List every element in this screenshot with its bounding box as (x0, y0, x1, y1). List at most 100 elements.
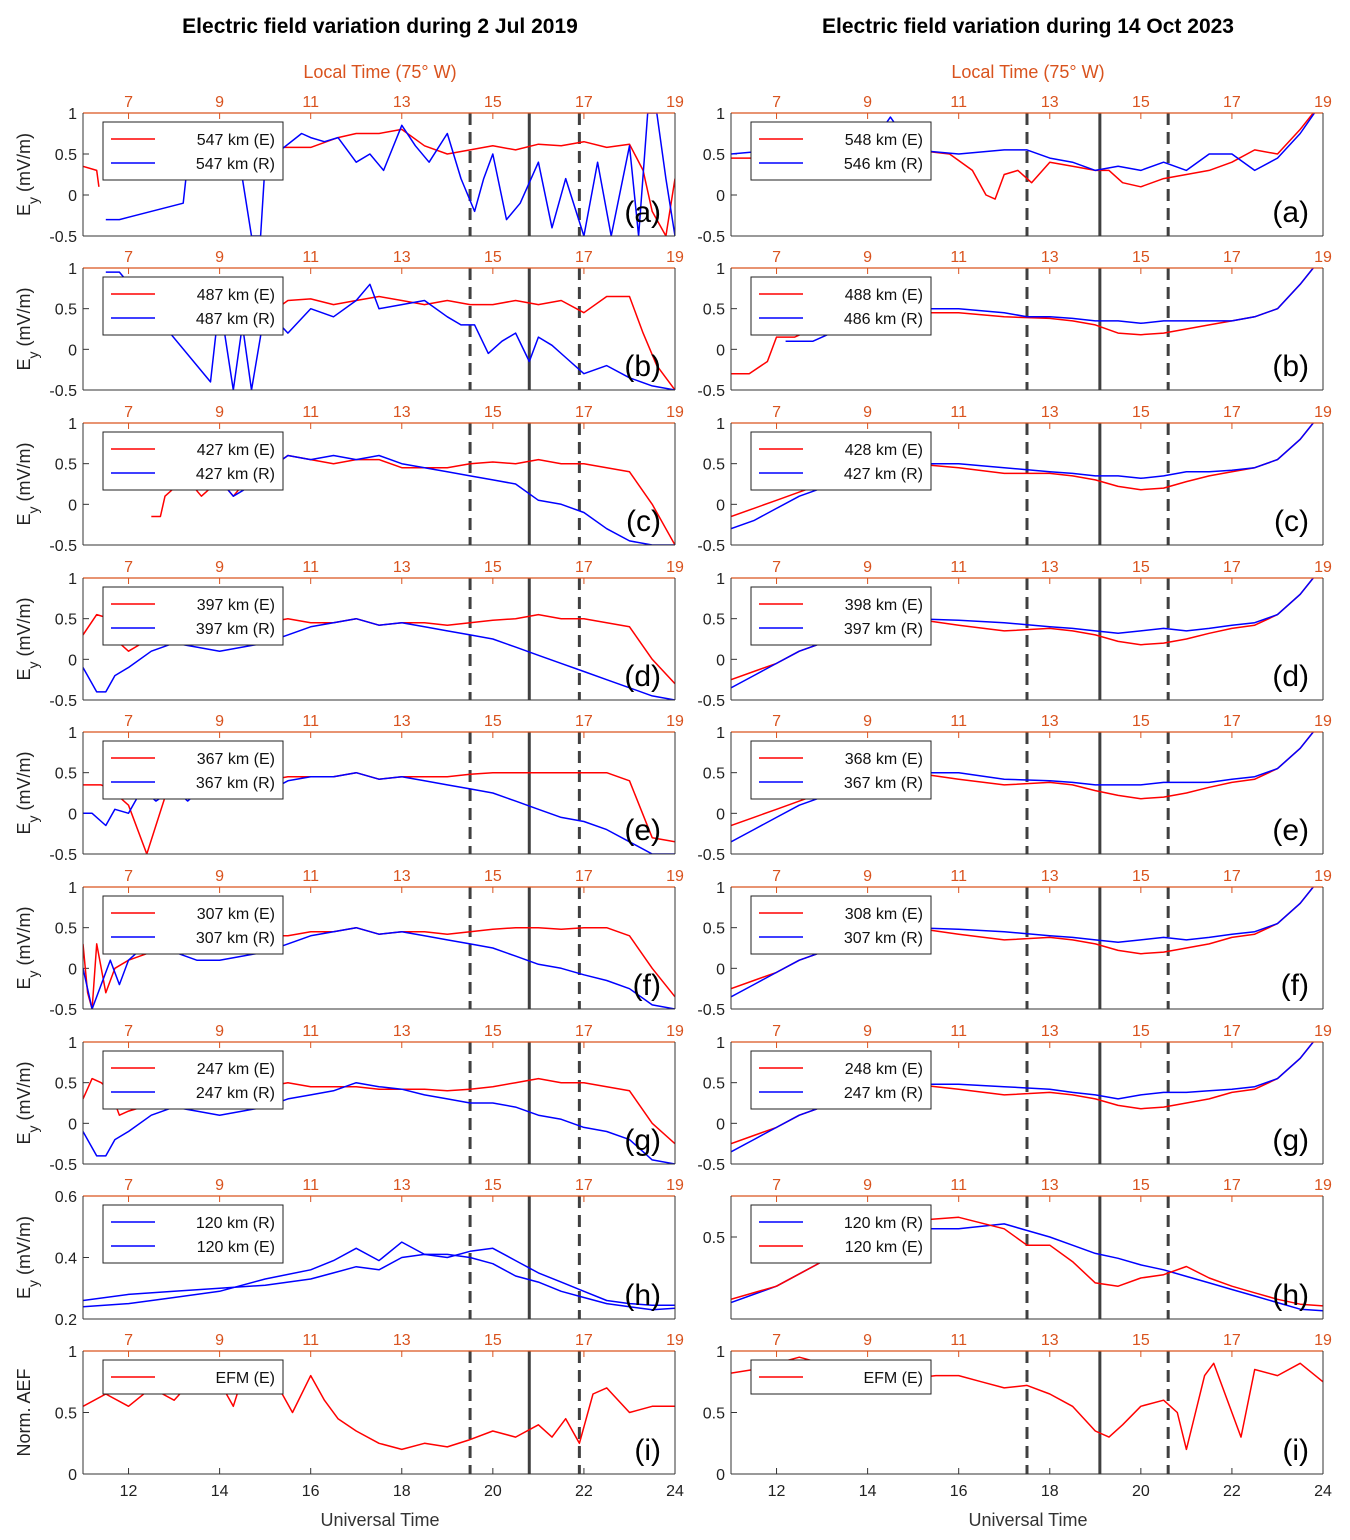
panel-d-right-lt-label-1: 9 (863, 559, 872, 576)
panel-h-left-panel-letter: (h) (624, 1279, 661, 1312)
panel-c-left-lt-label-4: 15 (484, 404, 502, 421)
panel-h-left-ytick-label-2: 0.6 (55, 1189, 77, 1206)
panel-b-left-lt-label-5: 17 (575, 249, 593, 266)
panel-g-left-lt-label-3: 13 (393, 1023, 411, 1040)
panel-h-right: 0.5 7 9 11 13 15 17 19 120 km (R) 120 km (E) (h) (703, 1177, 1332, 1320)
panel-b-right-ytick-label-2: 0.5 (703, 302, 725, 319)
panel-b-left-ytick-label-0: -0.5 (49, 383, 77, 400)
panel-f-left-series-1 (83, 926, 675, 1009)
panel-i-left-legend-label-0: EFM (E) (215, 1370, 275, 1387)
panel-d-left-legend-label-1: 397 km (R) (196, 621, 275, 638)
panel-e-left-lt-label-3: 13 (393, 713, 411, 730)
panel-c-left-panel-letter: (c) (626, 505, 661, 538)
panel-f-left-lt-label-2: 11 (302, 868, 319, 885)
panel-h-right-legend-label-0: 120 km (R) (844, 1215, 923, 1232)
panel-d-right-legend-label-0: 398 km (E) (845, 597, 923, 614)
panel-c-right-ytick-label-3: 1 (716, 416, 725, 433)
panel-e-left-ylabel: Ey (mV/m) (14, 752, 41, 835)
panel-f-left-lt-label-4: 15 (484, 868, 502, 885)
panel-d-left-panel-letter: (d) (624, 660, 661, 693)
panel-a-left-ytick-label-0: -0.5 (49, 229, 77, 246)
panel-b-left-ytick-label-1: 0 (68, 342, 77, 359)
panel-g-left-lt-label-2: 11 (302, 1023, 319, 1040)
panel-f-left-lt-label-6: 19 (666, 868, 684, 885)
panel-i-left-lt-label-3: 13 (393, 1332, 411, 1349)
panel-h-left-legend-box (102, 1204, 284, 1264)
panel-b-right-ytick-label-0: -0.5 (697, 383, 725, 400)
panel-i-left-lt-label-6: 19 (666, 1332, 684, 1349)
panel-e-right-lt-label-5: 17 (1223, 713, 1241, 730)
panel-g-left-ytick-label-0: -0.5 (49, 1157, 77, 1174)
panel-a-left-ytick-label-1: 0 (68, 188, 77, 205)
panel-c-right-legend-label-1: 427 km (R) (844, 466, 923, 483)
panel-i-right-ytick-label-1: 0.5 (703, 1406, 725, 1423)
panel-e-left-ytick-label-3: 1 (68, 725, 77, 742)
panel-a-left-lt-label-0: 7 (124, 94, 133, 111)
panel-i-left-lt-label-2: 11 (302, 1332, 319, 1349)
panel-d-left-lt-label-1: 9 (215, 559, 224, 576)
panel-f-left-panel-letter: (f) (633, 969, 661, 1002)
panel-h-left-legend-label-1: 120 km (E) (197, 1239, 275, 1256)
panel-i-left-ut-label-4: 20 (484, 1483, 502, 1500)
panel-c-right-ytick-label-2: 0.5 (703, 457, 725, 474)
panel-d-right-ytick-label-3: 1 (716, 571, 725, 588)
panel-h-right-lt-label-4: 15 (1132, 1177, 1150, 1194)
panel-b-right-legend-label-0: 488 km (E) (845, 287, 923, 304)
panel-e-left-ytick-label-1: 0 (68, 806, 77, 823)
panel-h-left-lt-label-3: 13 (393, 1177, 411, 1194)
panel-i-right-ut-label-5: 22 (1223, 1483, 1241, 1500)
panel-a-right-lt-label-0: 7 (772, 94, 781, 111)
panel-g-left-lt-label-0: 7 (124, 1023, 133, 1040)
panel-c-left-lt-label-3: 13 (393, 404, 411, 421)
panel-i-right-panel-letter: (i) (1282, 1434, 1309, 1467)
panel-d-left-ytick-label-1: 0 (68, 652, 77, 669)
panel-e-right-lt-label-3: 13 (1041, 713, 1059, 730)
panel-b-right-lt-label-0: 7 (772, 249, 781, 266)
panel-f-left-legend-label-1: 307 km (R) (196, 930, 275, 947)
panel-a-right-lt-label-3: 13 (1041, 94, 1059, 111)
panel-g-right-legend-box (750, 1050, 932, 1110)
panel-b-right-legend-label-1: 486 km (R) (844, 311, 923, 328)
panel-h-left: 0.2 0.4 0.6 7 9 11 13 15 17 19 120 km (R) 120 km (E… (14, 1177, 684, 1329)
panel-e-left-ytick-label-0: -0.5 (49, 847, 77, 864)
panel-b-left-lt-label-2: 11 (302, 249, 319, 266)
panel-b-right-lt-label-1: 9 (863, 249, 872, 266)
panel-h-left-ylabel-subscript: y (25, 1280, 41, 1287)
panel-i-left-ut-label-6: 24 (666, 1483, 684, 1500)
panel-h-left-lt-label-4: 15 (484, 1177, 502, 1194)
panel-e-right-ytick-label-0: -0.5 (697, 847, 725, 864)
panel-c-right-series-1 (731, 423, 1315, 530)
panel-g-left-ylabel: Ey (mV/m) (14, 1062, 41, 1145)
panel-g-right-ytick-label-3: 1 (716, 1035, 725, 1052)
panel-g-right-lt-label-4: 15 (1132, 1023, 1150, 1040)
panel-i-right-lt-label-0: 7 (772, 1332, 781, 1349)
panel-i-right-ytick-label-2: 1 (716, 1344, 725, 1361)
panel-d-left-lt-label-5: 17 (575, 559, 593, 576)
panel-b-left-lt-label-6: 19 (666, 249, 684, 266)
panel-b-left-lt-label-4: 15 (484, 249, 502, 266)
panel-i-left-ut-label-1: 14 (211, 1483, 229, 1500)
panel-b-left-series-0 (264, 295, 675, 390)
panel-a-right-lt-label-6: 19 (1314, 94, 1332, 111)
panel-i-left-ytick-label-2: 1 (68, 1344, 77, 1361)
panel-h-left-lt-label-1: 9 (215, 1177, 224, 1194)
panel-f-right-lt-label-2: 11 (950, 868, 967, 885)
panel-i-right-lt-label-6: 19 (1314, 1332, 1332, 1349)
panel-h-right-lt-label-6: 19 (1314, 1177, 1332, 1194)
panel-h-right-legend-box (750, 1204, 932, 1264)
panel-i-left-lt-label-1: 9 (215, 1332, 224, 1349)
panel-d-left-legend-box (102, 586, 284, 646)
panel-d-right-ytick-label-2: 0.5 (703, 612, 725, 629)
panel-f-right-legend-label-0: 308 km (E) (845, 906, 923, 923)
panel-g-right-lt-label-6: 19 (1314, 1023, 1332, 1040)
panel-c-left-lt-label-1: 9 (215, 404, 224, 421)
panel-d-right-ytick-label-1: 0 (716, 652, 725, 669)
panel-a-left-legend-label-0: 547 km (E) (197, 132, 275, 149)
panel-f-right-legend-box (750, 895, 932, 955)
panel-c-right-lt-label-3: 13 (1041, 404, 1059, 421)
panel-i-right-lt-label-4: 15 (1132, 1332, 1150, 1349)
panel-h-right-lt-label-2: 11 (950, 1177, 967, 1194)
